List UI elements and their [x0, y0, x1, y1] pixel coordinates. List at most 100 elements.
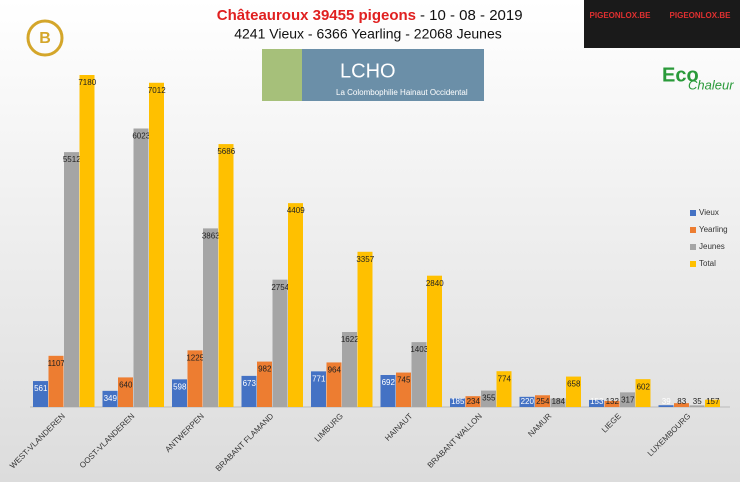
bar — [203, 228, 218, 407]
data-label: 184 — [552, 397, 566, 406]
lcho-title: LCHO — [340, 60, 396, 82]
bar — [450, 398, 465, 407]
chart-subtitle: 4241 Vieux - 6366 Yearling - 22068 Jeune… — [234, 26, 502, 42]
bar — [658, 405, 674, 407]
data-label: 692 — [382, 378, 396, 387]
data-label: 640 — [119, 381, 133, 390]
bar — [133, 128, 149, 408]
bar — [272, 279, 288, 407]
legend-label: Vieux — [699, 208, 719, 217]
data-label: 185 — [451, 397, 465, 406]
bar — [380, 375, 396, 407]
data-label: 4409 — [287, 206, 305, 215]
bar — [674, 403, 689, 407]
bar — [566, 376, 581, 407]
chart-title-date: - 10 - 08 - 2019 — [420, 7, 523, 24]
legend-swatch — [690, 261, 696, 267]
bar — [288, 203, 303, 407]
chart-title: Châteauroux 39455 pigeons — [217, 7, 416, 24]
bar — [705, 399, 720, 407]
bar — [149, 82, 164, 407]
data-label: 220 — [521, 397, 535, 406]
bar — [257, 361, 272, 407]
data-label: 982 — [258, 365, 272, 374]
bar — [411, 342, 427, 407]
bar — [241, 375, 257, 407]
sponsor-text: PIGEONLOX.BE — [670, 11, 732, 20]
data-label: 254 — [536, 397, 550, 406]
data-label: 964 — [328, 366, 342, 375]
data-label: 349 — [104, 394, 118, 403]
bar — [481, 390, 496, 407]
data-label: 745 — [397, 376, 411, 385]
data-label: 7012 — [148, 86, 166, 95]
data-label: 1107 — [48, 359, 66, 368]
data-label: 774 — [498, 374, 512, 383]
bar — [79, 75, 95, 407]
bar — [427, 275, 442, 407]
bar — [102, 390, 118, 407]
data-label: 39 — [662, 397, 671, 406]
bar — [465, 396, 481, 407]
legend-swatch — [690, 244, 696, 250]
legend-label: Yearling — [699, 225, 728, 234]
data-label: 3357 — [356, 255, 374, 264]
sponsor-banner — [584, 0, 740, 48]
bar — [187, 350, 203, 407]
eco-logo: Chaleur — [688, 77, 734, 92]
data-label: 35 — [693, 397, 702, 406]
bar — [589, 399, 604, 407]
data-label: 6023 — [132, 132, 150, 141]
data-label: 1225 — [186, 353, 204, 362]
data-label: 771 — [312, 374, 326, 383]
data-label: 673 — [243, 379, 257, 388]
bar — [620, 392, 635, 407]
data-label: 1403 — [410, 345, 428, 354]
bar — [33, 381, 48, 407]
bar — [118, 377, 133, 407]
data-label: 602 — [637, 382, 651, 391]
data-label: 3863 — [202, 231, 220, 240]
legend-swatch — [690, 227, 696, 233]
data-label: 598 — [173, 382, 187, 391]
data-label: 1622 — [341, 335, 359, 344]
bar — [48, 355, 64, 407]
bar — [311, 371, 326, 407]
bar — [326, 362, 342, 407]
bar — [689, 405, 705, 407]
data-label: 561 — [34, 384, 48, 393]
bar — [519, 396, 535, 407]
bar — [550, 398, 566, 407]
data-label: 153 — [590, 397, 604, 406]
bar — [635, 379, 651, 407]
data-label: 5686 — [217, 147, 235, 156]
logo-letter: B — [39, 30, 51, 47]
data-label: 355 — [482, 394, 496, 403]
logo-emblem — [26, 19, 64, 57]
bar — [535, 395, 550, 407]
sponsor-text: PIGEONLOX.BE — [590, 11, 652, 20]
bar — [172, 379, 187, 407]
bar — [342, 331, 357, 407]
legend-swatch — [690, 210, 696, 216]
bar — [396, 372, 411, 407]
legend-label: Jeunes — [699, 242, 725, 251]
data-label: 132 — [606, 397, 620, 406]
bar — [496, 371, 512, 407]
data-label: 2840 — [426, 279, 444, 288]
bar — [357, 251, 373, 407]
data-label: 317 — [621, 395, 635, 404]
bar — [64, 152, 79, 407]
data-label: 2754 — [271, 283, 289, 292]
data-label: 658 — [567, 380, 581, 389]
data-label: 5512 — [63, 155, 81, 164]
data-label: 157 — [706, 397, 720, 406]
bar — [218, 144, 234, 407]
eco-logo: Eco — [662, 64, 699, 86]
legend-label: Total — [699, 259, 716, 268]
bar — [604, 400, 620, 407]
lcho-crest — [262, 49, 302, 101]
data-label: 234 — [467, 397, 481, 406]
data-label: 83 — [677, 397, 686, 406]
